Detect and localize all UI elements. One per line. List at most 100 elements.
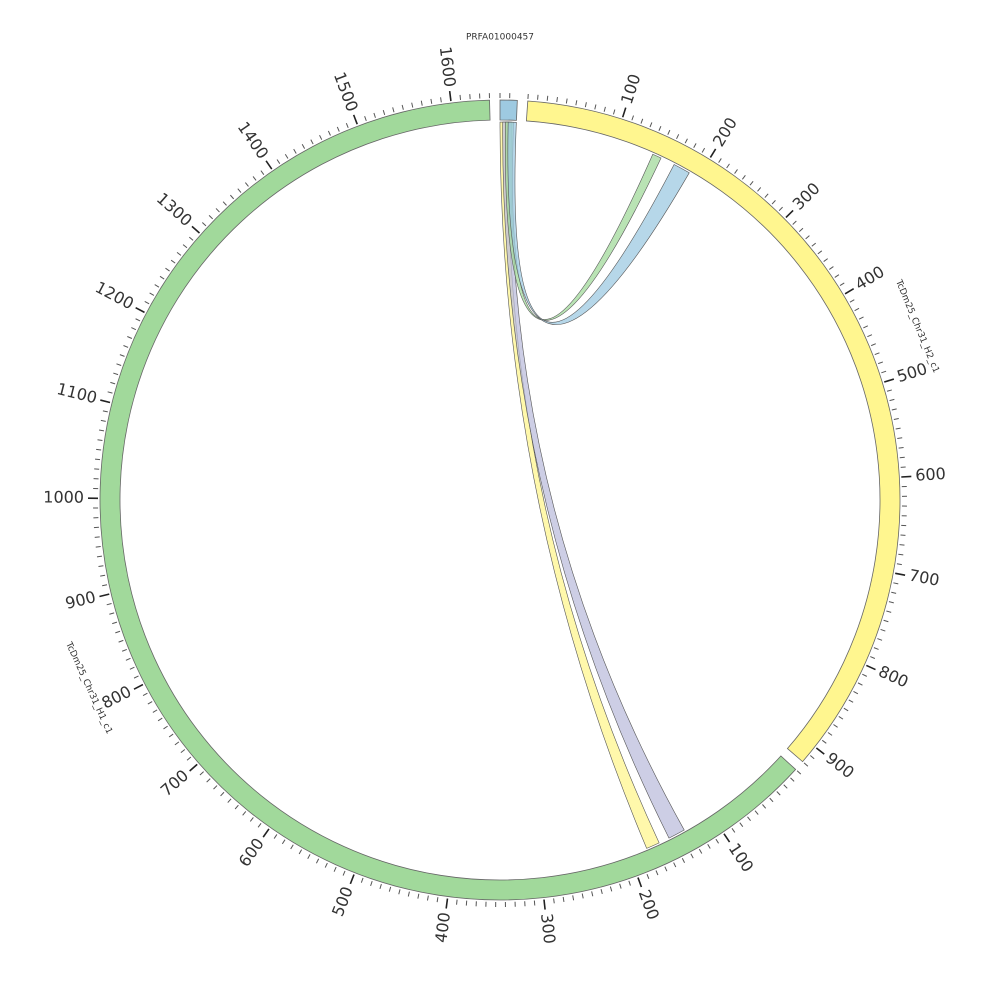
minor-tick <box>880 628 886 632</box>
minor-tick <box>273 834 278 839</box>
minor-tick <box>301 144 306 149</box>
segment-arc <box>99 99 797 901</box>
minor-tick <box>436 897 439 903</box>
tick-label: 300 <box>789 179 824 214</box>
minor-tick <box>170 259 176 264</box>
minor-tick <box>234 804 239 810</box>
minor-tick <box>838 716 844 720</box>
major-tick <box>543 899 546 910</box>
minor-tick <box>456 899 458 905</box>
minor-tick <box>600 888 603 895</box>
minor-tick <box>276 159 281 164</box>
minor-tick <box>310 139 314 145</box>
minor-tick <box>152 709 158 713</box>
minor-tick <box>603 106 606 112</box>
minor-tick <box>227 798 232 803</box>
tick-label: 1100 <box>55 379 99 407</box>
minor-tick <box>546 95 549 101</box>
segment-arc <box>525 100 901 763</box>
minor-tick <box>810 755 815 760</box>
minor-tick <box>388 886 392 892</box>
minor-tick <box>208 215 213 220</box>
minor-tick <box>342 870 346 876</box>
minor-tick <box>257 822 262 828</box>
tick-label: 1200 <box>92 278 137 314</box>
tick-label: 400 <box>431 911 454 944</box>
minor-tick <box>215 208 220 213</box>
minor-tick <box>407 891 410 897</box>
minor-tick <box>307 854 311 859</box>
minor-tick <box>100 419 106 422</box>
minor-tick <box>649 122 653 128</box>
minor-tick <box>327 130 331 136</box>
minor-tick <box>839 282 845 286</box>
minor-tick <box>898 553 904 556</box>
minor-tick <box>440 97 442 103</box>
minor-tick <box>843 707 849 712</box>
minor-tick <box>572 895 575 901</box>
tick-label: 700 <box>157 766 193 800</box>
minor-tick <box>165 267 170 272</box>
minor-tick <box>690 853 694 859</box>
minor-tick <box>739 822 744 827</box>
minor-tick <box>870 656 876 659</box>
minor-tick <box>96 555 103 558</box>
minor-tick <box>591 891 594 897</box>
minor-tick <box>792 220 797 225</box>
minor-tick <box>96 448 102 451</box>
minor-tick <box>628 880 631 886</box>
minor-tick <box>811 242 817 247</box>
minor-tick <box>664 866 668 872</box>
minor-tick <box>252 176 257 181</box>
tick-label: 1400 <box>234 118 273 162</box>
minor-tick <box>584 102 587 108</box>
minor-tick <box>116 363 122 366</box>
minor-tick <box>182 244 188 249</box>
minor-tick <box>747 816 751 822</box>
minor-tick <box>718 158 722 163</box>
minor-tick <box>619 883 622 889</box>
minor-tick <box>229 194 235 200</box>
minor-tick <box>783 784 788 789</box>
minor-tick <box>112 621 118 625</box>
minor-tick <box>244 182 249 187</box>
tick-label: 1600 <box>436 45 460 88</box>
minor-tick <box>163 725 168 730</box>
tick-label: 800 <box>876 662 912 692</box>
minor-tick <box>95 458 101 461</box>
minor-tick <box>762 804 767 809</box>
minor-tick <box>319 134 323 140</box>
minor-tick <box>123 345 129 348</box>
minor-tick <box>180 749 186 754</box>
minor-tick <box>667 129 671 135</box>
minor-tick <box>426 895 429 901</box>
minor-tick <box>857 682 863 686</box>
minor-tick <box>127 336 133 339</box>
major-tick <box>448 90 452 102</box>
minor-tick <box>896 563 902 566</box>
minor-tick <box>379 883 382 890</box>
minor-tick <box>870 343 876 347</box>
tick-label: 300 <box>537 912 559 944</box>
major-tick <box>99 593 110 598</box>
minor-tick <box>115 630 121 634</box>
tick-label: 500 <box>328 884 357 919</box>
minor-tick <box>883 619 889 623</box>
minor-tick <box>106 603 112 606</box>
minor-tick <box>417 893 420 899</box>
minor-tick <box>741 174 746 180</box>
minor-tick <box>749 180 754 186</box>
minor-tick <box>899 456 905 459</box>
minor-tick <box>734 169 738 174</box>
major-tick <box>100 399 111 404</box>
minor-tick <box>131 327 137 331</box>
minor-tick <box>834 274 840 278</box>
major-tick <box>884 378 895 383</box>
minor-tick <box>848 699 854 703</box>
tick-label: 200 <box>635 887 663 922</box>
major-tick <box>349 874 355 885</box>
minor-tick <box>893 417 899 420</box>
major-tick <box>265 160 273 170</box>
minor-tick <box>315 858 320 864</box>
major-tick <box>785 209 794 219</box>
